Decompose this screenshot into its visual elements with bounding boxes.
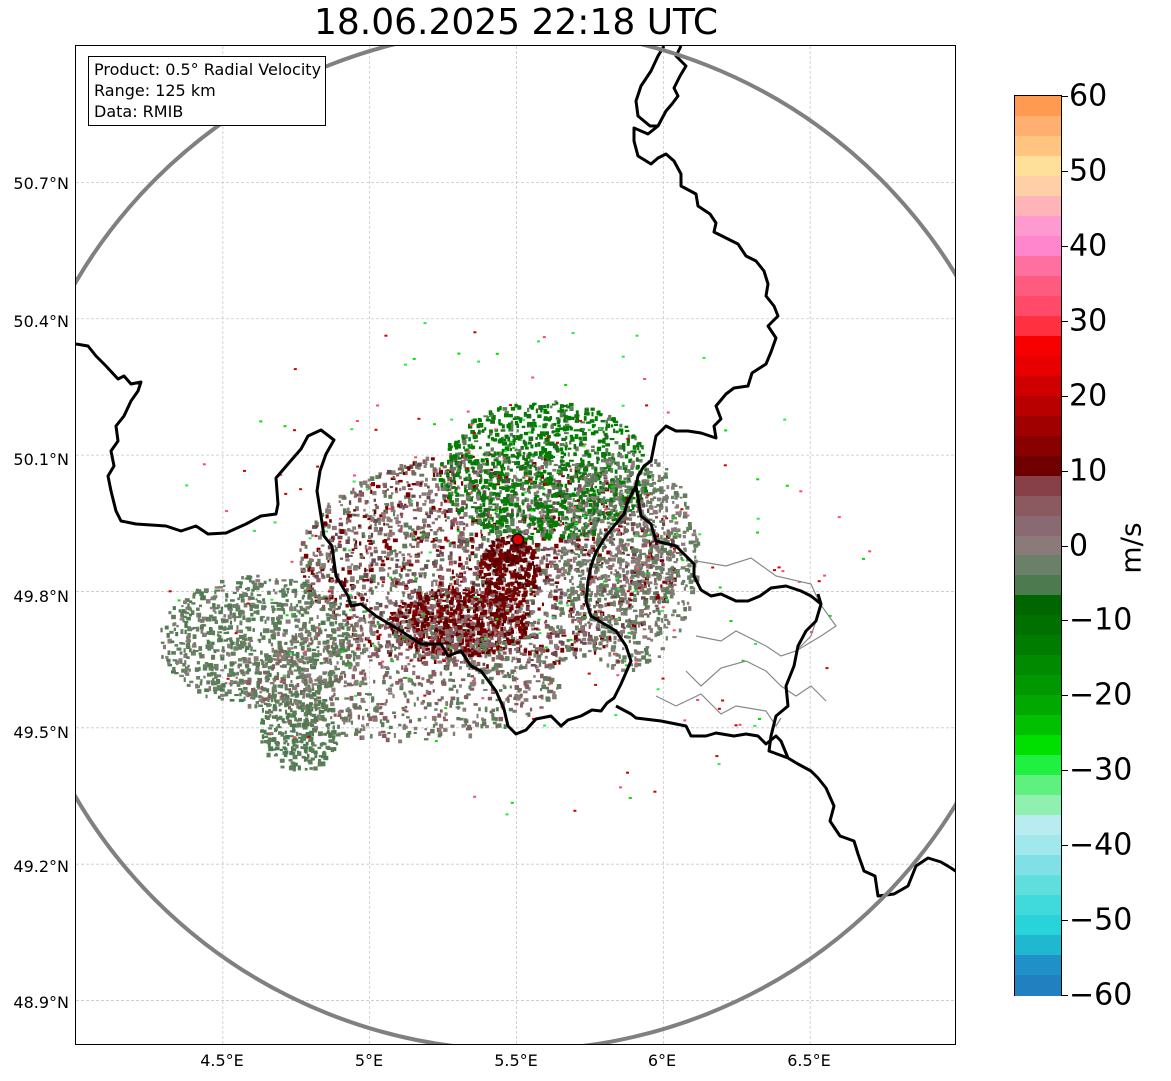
colorbar-tick-mark — [1062, 695, 1068, 697]
colorbar-tick-mark — [1062, 770, 1068, 772]
colorbar-tick-mark — [1062, 395, 1068, 397]
colorbar-tick-mark — [1062, 245, 1068, 247]
colorbar-band — [1015, 835, 1061, 856]
colorbar-tick-mark — [1062, 170, 1068, 172]
colorbar-tick-label: 40 — [1069, 228, 1108, 264]
x-tick-label: 5°E — [354, 1051, 384, 1070]
colorbar-band — [1015, 935, 1061, 956]
x-tick-label: 6°E — [647, 1051, 677, 1070]
colorbar-band — [1015, 115, 1061, 137]
colorbar-band — [1015, 195, 1061, 217]
colorbar-tick-label: −30 — [1069, 752, 1133, 788]
colorbar-tick-label: 0 — [1069, 528, 1089, 563]
colorbar-band — [1015, 615, 1061, 636]
y-tick-label: 50.4°N — [13, 312, 69, 331]
colorbar-tick-label: 30 — [1069, 303, 1108, 339]
colorbar-tick-label: 60 — [1069, 78, 1108, 114]
colorbar-band — [1015, 135, 1061, 157]
colorbar-band — [1015, 875, 1061, 896]
colorbar-band — [1015, 415, 1061, 437]
y-tick-label: 48.9°N — [13, 993, 69, 1012]
country-borders — [76, 46, 955, 898]
colorbar-band — [1015, 715, 1061, 736]
colorbar-band — [1015, 655, 1061, 676]
colorbar-band — [1015, 675, 1061, 696]
colorbar-band — [1015, 915, 1061, 936]
colorbar-tick-label: 10 — [1069, 453, 1108, 489]
colorbar-band — [1015, 215, 1061, 237]
colorbar-tick-label: 20 — [1069, 378, 1108, 414]
colorbar-tick-mark — [1062, 620, 1068, 622]
colorbar-tick-mark — [1062, 845, 1068, 847]
colorbar-tick-mark — [1062, 920, 1068, 922]
info-box: Product: 0.5° Radial Velocity Range: 125… — [88, 56, 327, 126]
colorbar-band — [1015, 235, 1061, 257]
y-tick-label: 49.8°N — [13, 587, 69, 606]
x-tick-label: 5.5°E — [494, 1051, 538, 1070]
colorbar-band — [1015, 535, 1061, 557]
colorbar-band — [1015, 435, 1061, 457]
colorbar-band — [1015, 795, 1061, 816]
colorbar-band — [1015, 155, 1061, 177]
colorbar-band — [1015, 475, 1061, 497]
colorbar-band — [1015, 295, 1061, 317]
colorbar-band — [1015, 96, 1061, 117]
colorbar-band — [1015, 815, 1061, 836]
radar-echoes — [160, 322, 872, 816]
colorbar-band — [1015, 955, 1061, 976]
colorbar-band — [1015, 515, 1061, 537]
y-tick-label: 50.1°N — [13, 450, 69, 469]
colorbar-band — [1015, 455, 1061, 477]
colorbar-tick-mark — [1062, 320, 1068, 322]
colorbar-band — [1015, 395, 1061, 417]
colorbar-tick-mark — [1062, 470, 1068, 472]
colorbar-band — [1015, 375, 1061, 397]
colorbar-tick-label: −20 — [1069, 677, 1133, 713]
radar-site-marker — [511, 533, 525, 546]
colorbar-band — [1015, 255, 1061, 277]
colorbar-tick-label: 50 — [1069, 153, 1108, 189]
radar-map[interactable] — [75, 45, 956, 1045]
y-tick-label: 50.7°N — [13, 174, 69, 193]
colorbar-tick-label: −40 — [1069, 827, 1133, 863]
colorbar-band — [1015, 495, 1061, 517]
colorbar-tick-label: −60 — [1069, 977, 1133, 1013]
colorbar-band — [1015, 575, 1061, 597]
colorbar-tick-mark — [1062, 545, 1068, 547]
colorbar-tick-label: −10 — [1069, 602, 1133, 638]
info-product: Product: 0.5° Radial Velocity — [94, 60, 322, 79]
colorbar-band — [1015, 335, 1061, 357]
y-tick-label: 49.2°N — [13, 857, 69, 876]
colorbar-band — [1015, 755, 1061, 776]
colorbar-band — [1015, 975, 1061, 996]
colorbar-band — [1015, 595, 1061, 617]
colorbar-band — [1015, 355, 1061, 377]
colorbar-band — [1015, 315, 1061, 337]
colorbar-band — [1015, 175, 1061, 197]
colorbar-band — [1015, 855, 1061, 876]
colorbar-band — [1015, 695, 1061, 716]
colorbar — [1014, 95, 1062, 996]
colorbar-tick-mark — [1062, 96, 1068, 97]
x-tick-label: 4.5°E — [200, 1051, 244, 1070]
colorbar-band — [1015, 275, 1061, 297]
colorbar-band — [1015, 635, 1061, 656]
map-title: 18.06.2025 22:18 UTC — [313, 2, 719, 43]
colorbar-band — [1015, 555, 1061, 577]
info-data: Data: RMIB — [94, 102, 184, 121]
colorbar-tick-mark — [1062, 995, 1068, 996]
info-range: Range: 125 km — [94, 81, 216, 100]
y-tick-label: 49.5°N — [13, 723, 69, 742]
x-tick-label: 6.5°E — [787, 1051, 831, 1070]
colorbar-label: m/s — [1114, 522, 1148, 574]
colorbar-band — [1015, 775, 1061, 796]
colorbar-tick-label: −50 — [1069, 902, 1133, 938]
colorbar-band — [1015, 895, 1061, 916]
colorbar-band — [1015, 735, 1061, 756]
